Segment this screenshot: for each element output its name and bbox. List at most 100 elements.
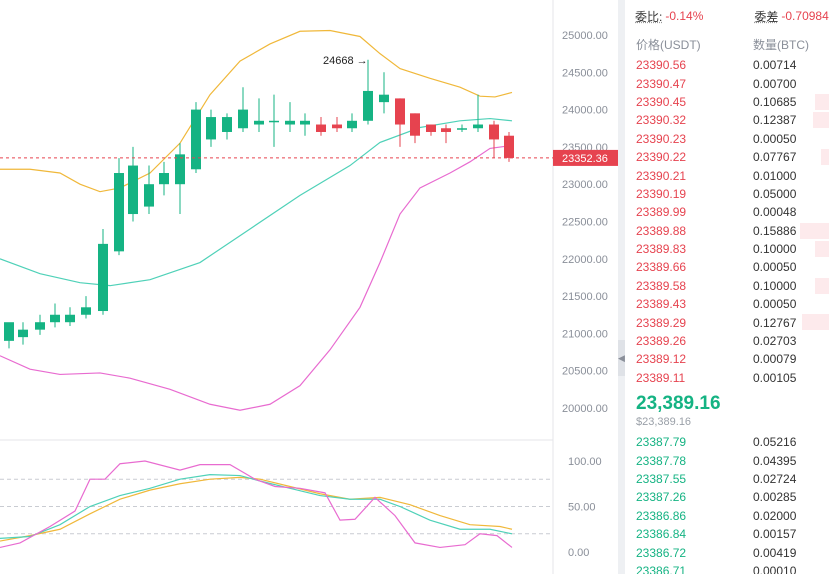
bid-quantity: 0.05216 [753, 435, 797, 450]
bids-list: 23387.79 0.05216 23387.78 0.04395 23387.55 0.… [625, 433, 829, 574]
oscillator-axis-label: 50.00 [568, 502, 596, 514]
bid-price: 23386.71 [636, 563, 687, 574]
bid-row[interactable]: 23387.55 0.02724 [625, 470, 829, 488]
bid-row[interactable]: 23387.78 0.04395 [625, 451, 829, 469]
candle-up [159, 173, 169, 185]
ask-row[interactable]: 23389.29 0.12767 [625, 313, 829, 331]
candle-down [489, 124, 499, 140]
ask-row[interactable]: 23390.22 0.07767 [625, 148, 829, 166]
middle-band-line [0, 117, 513, 287]
bid-price: 23387.55 [636, 472, 687, 486]
ask-row[interactable]: 23390.56 0.00714 [625, 56, 829, 74]
high-price-annotation: 24668 → [323, 55, 368, 67]
ask-row[interactable]: 23389.88 0.15886 [625, 222, 829, 240]
oscillator-axis-label: 0.00 [568, 547, 589, 559]
price-axis-label: 22000.00 [562, 254, 608, 266]
ratio-label: 委比: [635, 9, 663, 24]
ask-quantity: 0.07767 [753, 150, 797, 165]
ask-row[interactable]: 23390.47 0.00700 [625, 74, 829, 92]
ask-quantity: 0.10000 [753, 278, 797, 293]
ask-price: 23389.11 [636, 370, 686, 385]
bid-row[interactable]: 23386.86 0.02000 [625, 507, 829, 525]
depth-bar [800, 222, 829, 239]
candle-up [4, 322, 14, 341]
candle-up [65, 314, 75, 323]
ask-row[interactable]: 23389.83 0.10000 [625, 240, 829, 258]
bid-quantity: 0.02000 [753, 508, 797, 523]
candle-up [285, 120, 295, 125]
ask-quantity: 0.01000 [753, 168, 797, 183]
ask-price: 23389.12 [636, 352, 687, 367]
bid-row[interactable]: 23387.26 0.00285 [625, 488, 829, 506]
ask-row[interactable]: 23390.32 0.12387 [625, 111, 829, 129]
price-axis-label: 20500.00 [562, 366, 608, 378]
candle-up [35, 322, 45, 330]
bid-price: 23387.79 [636, 435, 687, 450]
depth-bar [814, 277, 829, 294]
bid-row[interactable]: 23387.79 0.05216 [625, 433, 829, 451]
ask-row[interactable]: 23389.58 0.10000 [625, 277, 829, 295]
current-price-tag [553, 149, 618, 166]
bid-quantity: 0.04395 [753, 453, 797, 468]
ask-price: 23390.32 [636, 113, 687, 128]
ratio-value: -0.14% [665, 9, 704, 23]
candle-down [395, 98, 405, 125]
oscillator-axis-label: 100.00 [568, 456, 602, 468]
collapse-arrow-icon[interactable]: ◀ [618, 340, 625, 376]
ask-quantity: 0.00700 [753, 76, 797, 91]
ask-price: 23390.47 [636, 76, 687, 91]
bid-row[interactable]: 23386.84 0.00157 [625, 525, 829, 543]
candle-up [269, 120, 279, 123]
ask-quantity: 0.00714 [753, 58, 797, 73]
diff-label: 委差 [754, 9, 779, 24]
ask-price: 23389.29 [636, 315, 687, 330]
candle-up [81, 307, 91, 315]
candle-up [473, 124, 483, 129]
chart-canvas[interactable]: 25000.0024500.0024000.0023500.0023000.00… [0, 0, 618, 574]
bid-price: 23386.86 [636, 508, 687, 523]
panel-divider[interactable] [618, 0, 625, 574]
price-axis-label: 21500.00 [562, 291, 608, 303]
candle-up [254, 120, 264, 125]
ask-quantity: 0.00048 [753, 205, 797, 220]
asks-list: 23390.56 0.00714 23390.47 0.00700 23390.45 0.… [625, 56, 829, 387]
candle-up [347, 120, 357, 129]
ask-row[interactable]: 23390.23 0.00050 [625, 130, 829, 148]
candle-up [144, 184, 154, 207]
order-book-header: 价格(USDT) 数量(BTC) [625, 32, 829, 56]
ask-quantity: 0.05000 [753, 186, 797, 201]
price-axis-label: 21000.00 [562, 328, 608, 340]
current-price-label: 23352.36 [562, 153, 608, 165]
ask-quantity: 0.00050 [753, 131, 797, 146]
ask-quantity: 0.10000 [753, 242, 797, 257]
ask-quantity: 0.00079 [753, 352, 797, 367]
bid-quantity: 0.00419 [753, 545, 797, 560]
candle-up [114, 173, 124, 252]
ask-row[interactable]: 23390.19 0.05000 [625, 185, 829, 203]
depth-bar [814, 93, 829, 110]
diff-value: -0.70984 [781, 9, 829, 23]
bid-row[interactable]: 23386.72 0.00419 [625, 543, 829, 561]
ask-row[interactable]: 23389.26 0.02703 [625, 332, 829, 350]
ask-row[interactable]: 23390.45 0.10685 [625, 93, 829, 111]
candle-down [410, 113, 420, 136]
ask-row[interactable]: 23389.66 0.00050 [625, 258, 829, 276]
ask-price: 23389.99 [636, 205, 687, 220]
bid-quantity: 0.00010 [753, 563, 797, 574]
bid-row[interactable]: 23386.71 0.00010 [625, 562, 829, 574]
lower-band-line [0, 144, 513, 411]
ask-row[interactable]: 23389.11 0.00105 [625, 369, 829, 387]
candle-up [175, 154, 185, 185]
ask-row[interactable]: 23389.43 0.00050 [625, 295, 829, 313]
ask-price: 23390.19 [636, 186, 687, 201]
ask-price: 23389.88 [636, 223, 687, 238]
ask-price: 23389.26 [636, 334, 687, 349]
ask-row[interactable]: 23390.21 0.01000 [625, 166, 829, 184]
ask-row[interactable]: 23389.99 0.00048 [625, 203, 829, 221]
bid-price: 23387.26 [636, 490, 687, 505]
candle-up [18, 329, 28, 338]
ask-row[interactable]: 23389.12 0.00079 [625, 350, 829, 368]
candlestick-chart[interactable]: 25000.00 24500.00 24000.00 23500.00 23000.00… [0, 0, 618, 574]
bid-price: 23387.78 [636, 453, 687, 468]
oscillator-k-line [0, 476, 513, 542]
